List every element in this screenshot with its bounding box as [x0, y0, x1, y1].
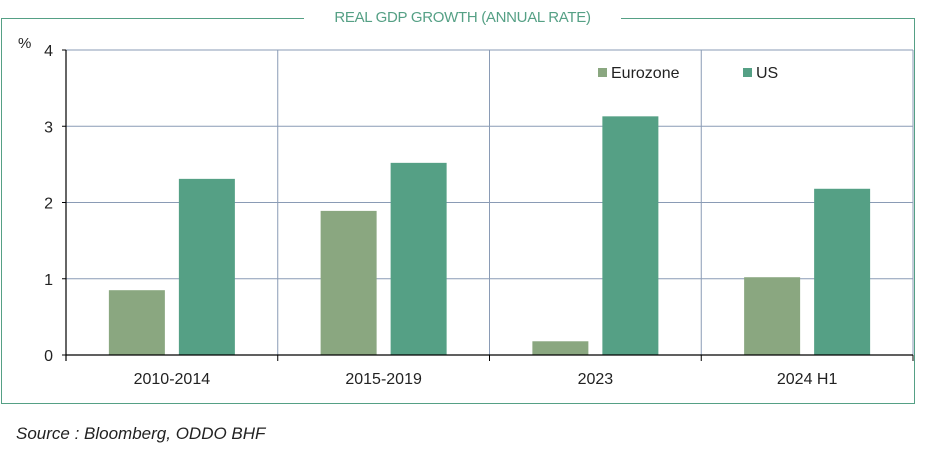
bar-us-0 [178, 178, 235, 355]
legend-swatch-eurozone [598, 68, 607, 77]
x-tick-label: 2024 H1 [777, 371, 838, 388]
x-tick-label: 2010-2014 [134, 371, 211, 388]
y-tick-label: 0 [44, 348, 53, 365]
y-tick-label: 2 [44, 196, 53, 213]
bar-eurozone-1 [320, 210, 377, 355]
bar-eurozone-0 [108, 290, 165, 355]
bar-eurozone-3 [744, 277, 801, 355]
x-tick-label: 2023 [578, 371, 614, 388]
bar-eurozone-2 [532, 341, 589, 355]
legend-swatch-us [743, 68, 752, 77]
chart-svg: 0 1 2 3 4% 2010-2014 2015-2019 2023 2024 H1 Euroz… [18, 35, 914, 388]
y-tick-label: 1 [44, 272, 53, 289]
bar-us-1 [390, 162, 447, 355]
chart-title: REAL GDP GROWTH (ANNUAL RATE) [304, 9, 621, 26]
legend-label-us: US [756, 65, 778, 82]
x-tick-label: 2015-2019 [345, 371, 422, 388]
y-tick-label: 4 [44, 43, 53, 60]
legend-label-eurozone: Eurozone [611, 65, 680, 82]
y-axis-label: % [18, 35, 31, 52]
y-tick-label: 3 [44, 119, 53, 136]
bar-us-2 [602, 116, 659, 356]
source-note: Source : Bloomberg, ODDO BHF [16, 424, 266, 443]
bar-us-3 [814, 188, 871, 355]
chart-title-wrap: REAL GDP GROWTH (ANNUAL RATE) [0, 9, 925, 26]
